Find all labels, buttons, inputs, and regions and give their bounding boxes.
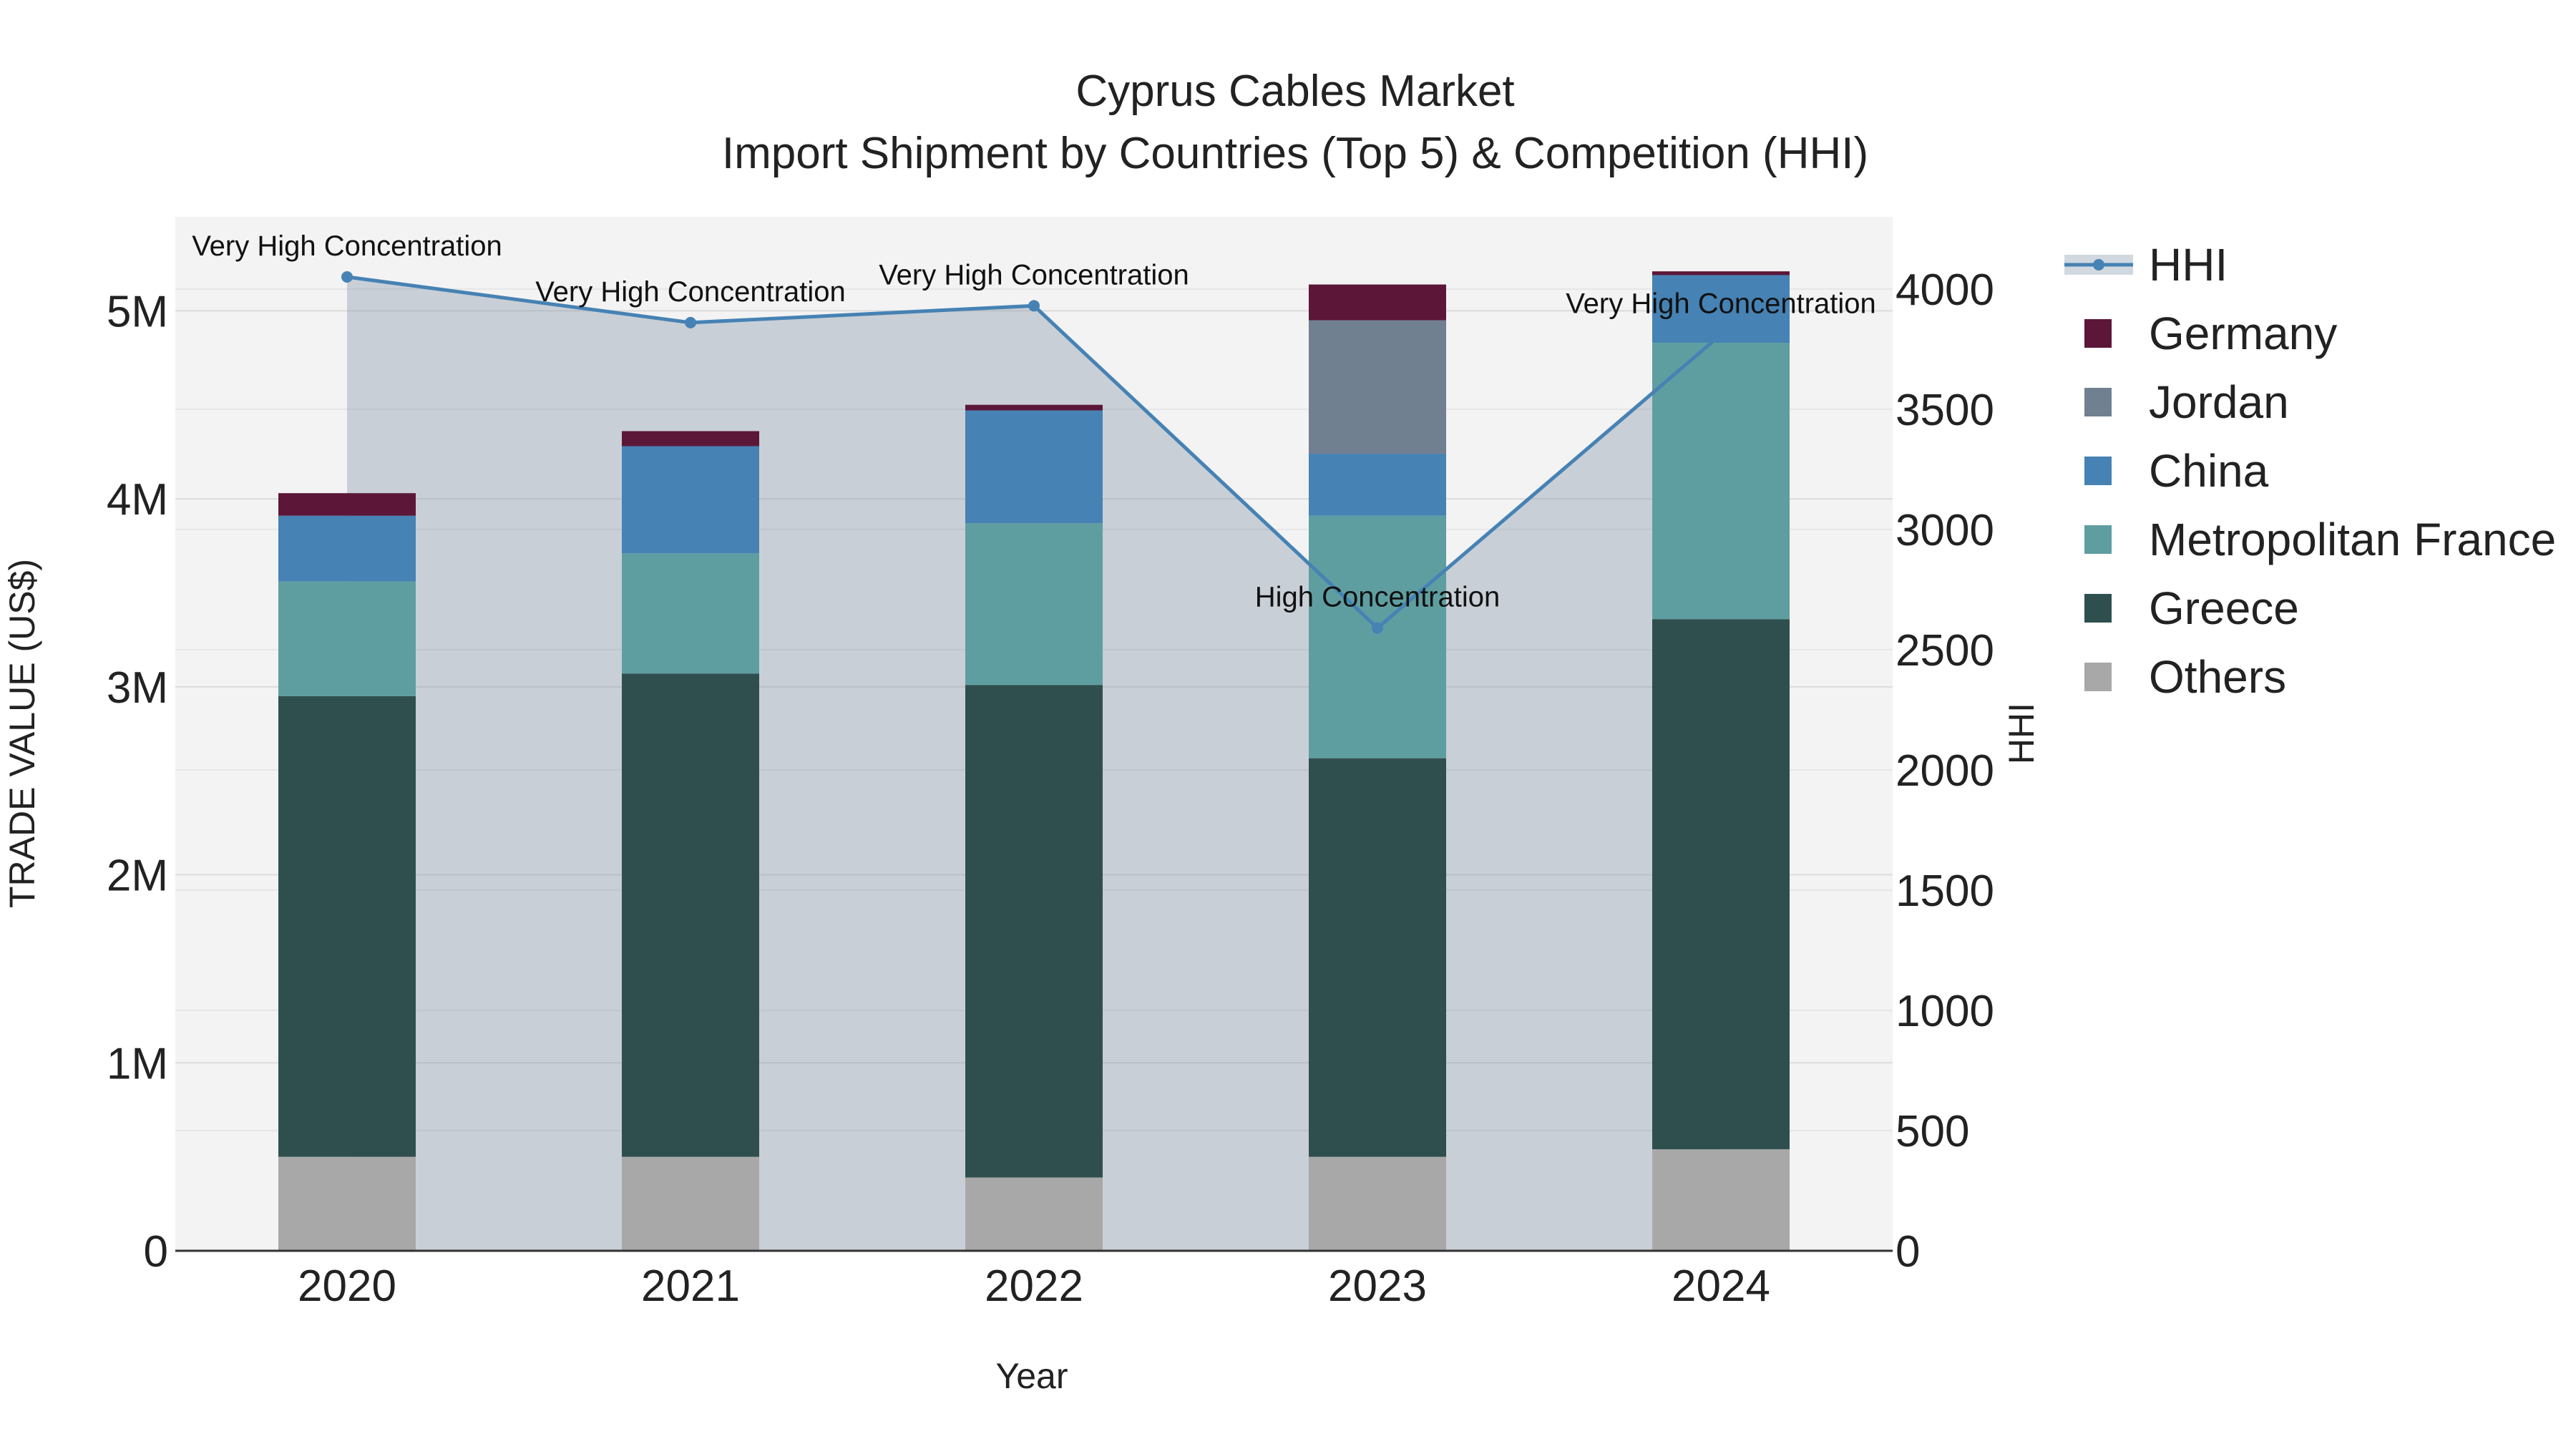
- y2-tick-label: 2500: [1896, 626, 1994, 675]
- bar-others-2024[interactable]: [1652, 1149, 1790, 1251]
- y-tick-label: 2M: [107, 852, 168, 901]
- y2-tick-label: 3000: [1896, 506, 1994, 555]
- bar-germany-2024[interactable]: [1652, 271, 1790, 275]
- hhi-annotation: High Concentration: [1255, 582, 1500, 613]
- y2-tick-label: 0: [1896, 1227, 1920, 1277]
- bar-germany-2020[interactable]: [278, 493, 416, 516]
- bar-others-2020[interactable]: [278, 1156, 416, 1251]
- legend-swatch-metropolitan-france: [2084, 525, 2112, 554]
- hhi-point-2020[interactable]: [341, 271, 353, 283]
- legend-item-others[interactable]: Others: [2084, 651, 2286, 703]
- legend-item-hhi[interactable]: HHI: [2064, 239, 2228, 291]
- hhi-point-2022[interactable]: [1028, 300, 1040, 312]
- legend-item-germany[interactable]: Germany: [2084, 308, 2337, 359]
- legend-label-metropolitan-france: Metropolitan France: [2149, 514, 2556, 565]
- bar-greece-2024[interactable]: [1652, 619, 1790, 1150]
- bar-layer: [278, 271, 1790, 1251]
- x-tick-label: 2023: [1328, 1262, 1427, 1311]
- y2-tick-label: 500: [1896, 1107, 1969, 1156]
- bar-jordan-2023[interactable]: [1309, 320, 1446, 454]
- bar-germany-2021[interactable]: [622, 431, 759, 447]
- legend-item-jordan[interactable]: Jordan: [2084, 376, 2289, 428]
- legend-label-jordan: Jordan: [2149, 376, 2289, 428]
- bar-metropolitan-france-2023[interactable]: [1309, 515, 1446, 758]
- hhi-point-2023[interactable]: [1372, 622, 1383, 634]
- legend-label-china: China: [2149, 445, 2269, 497]
- hhi-line-layer: [341, 271, 1727, 634]
- legend-label-germany: Germany: [2149, 308, 2337, 359]
- x-tick-label: 2021: [641, 1262, 740, 1311]
- hhi-annotations: Very High Concentration Very High Concent…: [192, 230, 1876, 613]
- y-tick-label: 1M: [107, 1039, 168, 1088]
- y2-tick-label: 1000: [1896, 987, 1994, 1036]
- x-tick-label: 2024: [1672, 1262, 1770, 1311]
- y-tick-label: 0: [144, 1227, 168, 1277]
- hhi-annotation: Very High Concentration: [192, 230, 502, 262]
- legend-label-others: Others: [2149, 651, 2286, 703]
- x-axis-title: Year: [995, 1356, 1068, 1396]
- y-tick-label: 3M: [107, 663, 168, 713]
- legend-swatch-jordan: [2084, 388, 2112, 416]
- legend-swatch-others: [2084, 663, 2112, 691]
- y2-tick-label: 2000: [1896, 746, 1994, 796]
- chart-subtitle: Import Shipment by Countries (Top 5) & C…: [722, 129, 1868, 178]
- legend-item-greece[interactable]: Greece: [2084, 582, 2299, 634]
- bar-china-2020[interactable]: [278, 515, 416, 582]
- bar-greece-2022[interactable]: [965, 685, 1103, 1178]
- y2-tick-label: 3500: [1896, 386, 1994, 435]
- hhi-annotation: Very High Concentration: [879, 259, 1189, 291]
- legend-label-greece: Greece: [2149, 582, 2299, 634]
- bar-china-2022[interactable]: [965, 410, 1103, 524]
- x-axis-ticks: 2020 2021 2022 2023 2024: [298, 1262, 1770, 1311]
- legend-swatch-hhi-marker: [2093, 259, 2104, 270]
- bar-greece-2021[interactable]: [622, 673, 759, 1157]
- bar-china-2023[interactable]: [1309, 454, 1446, 516]
- bar-china-2021[interactable]: [622, 446, 759, 554]
- hhi-point-2021[interactable]: [685, 316, 696, 328]
- y2-tick-label: 4000: [1896, 265, 1994, 315]
- legend-swatch-greece: [2084, 594, 2112, 623]
- x-tick-label: 2022: [985, 1262, 1083, 1311]
- legend-item-metropolitan-france[interactable]: Metropolitan France: [2084, 514, 2556, 565]
- legend-item-china[interactable]: China: [2084, 445, 2269, 497]
- y2-axis-title: HHI: [2001, 703, 2041, 764]
- y-axis-ticks: 0 1M 2M 3M 4M 5M: [107, 287, 168, 1277]
- chart-title: Cyprus Cables Market: [1075, 67, 1514, 116]
- bar-others-2022[interactable]: [965, 1177, 1103, 1251]
- y-axis-title: TRADE VALUE (US$): [2, 559, 42, 908]
- y-tick-label: 5M: [107, 287, 168, 336]
- bar-metropolitan-france-2020[interactable]: [278, 581, 416, 696]
- legend-swatch-germany: [2084, 319, 2112, 348]
- y2-axis-ticks: 0 500 1000 1500 2000 2500 3000 3500 4000: [1896, 265, 1994, 1277]
- x-tick-label: 2020: [298, 1262, 396, 1311]
- y-tick-label: 4M: [107, 475, 168, 525]
- hhi-annotation: Very High Concentration: [535, 276, 846, 308]
- bar-metropolitan-france-2024[interactable]: [1652, 343, 1790, 620]
- bar-metropolitan-france-2022[interactable]: [965, 523, 1103, 686]
- bar-others-2023[interactable]: [1309, 1156, 1446, 1251]
- legend-swatch-china: [2084, 457, 2112, 485]
- hhi-point-2024[interactable]: [1715, 328, 1727, 341]
- bar-greece-2023[interactable]: [1309, 758, 1446, 1157]
- y2-tick-label: 1500: [1896, 867, 1994, 916]
- bar-greece-2020[interactable]: [278, 696, 416, 1157]
- legend-label-hhi: HHI: [2149, 239, 2228, 291]
- bar-others-2021[interactable]: [622, 1156, 759, 1251]
- bar-metropolitan-france-2021[interactable]: [622, 553, 759, 674]
- bar-germany-2023[interactable]: [1309, 284, 1446, 321]
- bar-germany-2022[interactable]: [965, 404, 1103, 411]
- hhi-annotation: Very High Concentration: [1566, 288, 1876, 320]
- legend: HHI Germany Jordan China Metropolitan France…: [2064, 239, 2556, 703]
